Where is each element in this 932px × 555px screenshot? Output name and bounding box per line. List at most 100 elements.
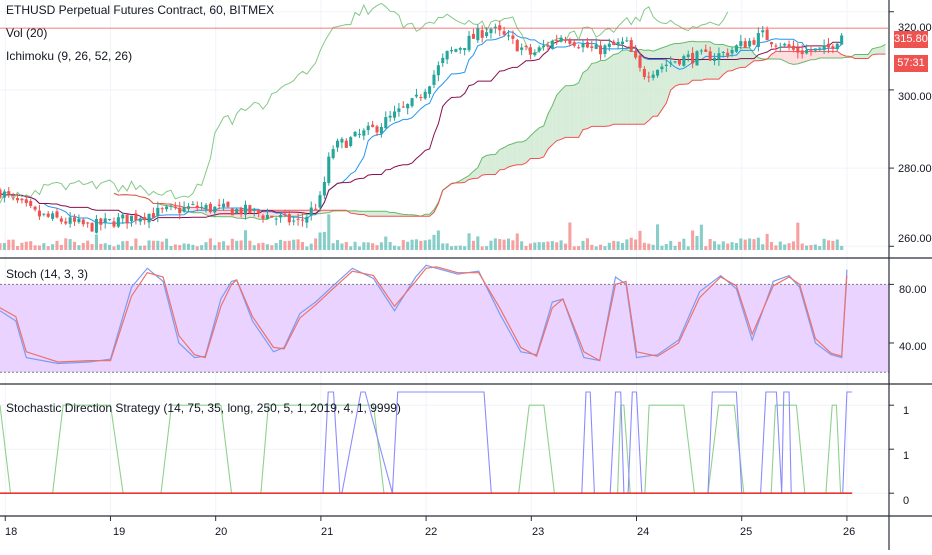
volume-bar [577, 246, 580, 250]
volume-bar [446, 243, 449, 250]
candle-body [546, 45, 549, 46]
ichimoku-cloud-segment [631, 51, 635, 124]
candle-body [682, 56, 685, 66]
ichimoku-cloud-segment [833, 51, 837, 58]
volume-bar [612, 241, 615, 250]
volume-bar [244, 230, 247, 250]
ichimoku-cloud-segment [294, 210, 298, 216]
volume-bar [823, 239, 826, 250]
candle-body [134, 213, 137, 220]
candle-body [174, 207, 177, 208]
volume-bar [248, 241, 251, 250]
candle-body [612, 42, 615, 45]
candle-body [112, 221, 115, 226]
volume-bar [546, 242, 549, 250]
candle-body [345, 141, 348, 148]
candle-body [248, 205, 251, 213]
candle-body [218, 205, 221, 206]
candle-body [0, 190, 2, 198]
volume-bar [314, 238, 317, 250]
candle-body [108, 219, 111, 220]
volume-bar [599, 245, 602, 250]
volume-bar [581, 241, 584, 250]
candle-body [266, 215, 269, 219]
stoch-tick-label: 40.00 [899, 341, 927, 353]
ichimoku-cloud-segment [522, 140, 526, 164]
volume-bar [770, 242, 773, 250]
candle-body [301, 220, 304, 221]
volume-bar [29, 241, 32, 250]
candle-body [104, 218, 107, 222]
stoch-tick-label: 80.00 [899, 284, 927, 296]
ichimoku-cloud-segment [504, 145, 508, 170]
candle-body [314, 209, 317, 210]
volume-bar [253, 245, 256, 250]
ichimoku-cloud-segment [662, 46, 666, 109]
candle-body [761, 30, 764, 32]
candle-body [656, 70, 659, 76]
ichimoku-cloud-segment [715, 44, 719, 79]
last-price-badge: 315.80 [894, 31, 928, 48]
candle-body [533, 52, 536, 55]
candle-body [204, 205, 207, 209]
candle-body [117, 217, 120, 226]
volume-bar [735, 243, 738, 250]
volume-bar [174, 244, 177, 250]
volume-bar [134, 239, 137, 250]
volume-bar [713, 241, 716, 250]
volume-bar [47, 246, 50, 250]
volume-bar [625, 239, 628, 250]
date-tick-label: 25 [740, 526, 752, 538]
volume-bar [739, 238, 742, 250]
volume-bar [507, 239, 510, 250]
candle-body [809, 50, 812, 51]
ichimoku-cloud-segment [649, 50, 653, 120]
candle-body [498, 25, 501, 30]
candle-body [731, 50, 734, 54]
volume-bar [187, 244, 190, 250]
volume-bar [327, 214, 330, 250]
date-tick-label: 20 [215, 526, 227, 538]
candle-body [617, 42, 620, 45]
candle-body [47, 214, 50, 217]
volume-bar [397, 246, 400, 250]
volume-bar [77, 245, 80, 250]
candle-body [257, 211, 260, 214]
volume-bar [261, 243, 264, 250]
candle-body [577, 47, 580, 48]
volume-bar [3, 243, 6, 250]
candle-body [485, 32, 488, 36]
candle-body [428, 86, 431, 94]
candle-body [840, 35, 843, 44]
volume-bar [12, 240, 15, 250]
candle-body [472, 34, 475, 39]
candle-body [638, 56, 641, 68]
ichimoku-cloud-segment [535, 128, 539, 159]
volume-bar [345, 242, 348, 250]
volume-bar [779, 242, 782, 250]
candle-body [551, 41, 554, 48]
volume-bar [840, 246, 843, 250]
ichimoku-cloud-segment [644, 50, 648, 124]
candle-body [752, 40, 755, 45]
ichimoku-cloud-segment [570, 85, 574, 137]
volume-bar [55, 241, 58, 250]
volume-bar [669, 241, 672, 250]
ichimoku-cloud-segment [614, 53, 618, 124]
volume-bar [516, 233, 519, 250]
candle-body [297, 219, 300, 220]
ichimoku-cloud-segment [596, 61, 600, 127]
candle-body [766, 29, 769, 40]
candle-body [354, 132, 357, 136]
candle-body [603, 45, 606, 54]
candle-body [244, 205, 247, 215]
candle-body [770, 42, 773, 44]
volume-bar [525, 246, 528, 250]
strategy-tick-label-mid: 1 [903, 450, 909, 462]
candle-body [86, 223, 89, 224]
volume-bar [424, 240, 427, 250]
volume-bar [358, 246, 361, 250]
ichimoku-cloud-segment [719, 44, 723, 79]
candle-body [99, 219, 102, 225]
